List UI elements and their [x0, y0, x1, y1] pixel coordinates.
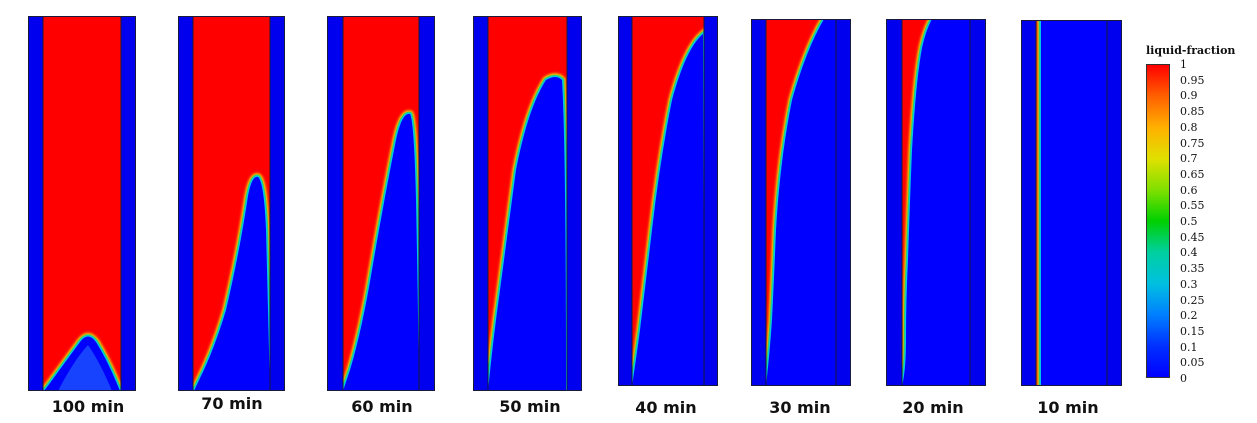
left-wall: [473, 16, 488, 391]
colorbar-tick: 0.4: [1180, 246, 1198, 260]
right-wall: [836, 19, 851, 386]
colorbar-tick: 0.65: [1180, 167, 1205, 181]
panel-label-70: 70 min: [201, 394, 263, 413]
legend-title: liquid-fraction: [1146, 44, 1236, 57]
panel-60-min: [327, 16, 435, 391]
solid-region-soft: [58, 345, 112, 391]
panel-label-50: 50 min: [499, 397, 561, 416]
panel-100-min: [28, 16, 136, 391]
panel-label-40: 40 min: [635, 398, 697, 417]
right-wall: [121, 16, 136, 391]
panel-label-20: 20 min: [902, 398, 964, 417]
right-wall: [704, 16, 718, 386]
right-wall: [1107, 20, 1122, 386]
melting-panels: [28, 16, 1122, 391]
left-wall: [618, 16, 632, 386]
liquid-region: [43, 16, 121, 391]
panel-label-100: 100 min: [51, 397, 125, 416]
solid-region: [343, 113, 419, 391]
solid-region: [1041, 20, 1107, 386]
colorbar-tick: 0: [1180, 372, 1187, 385]
left-wall: [327, 16, 343, 391]
panel-label-60: 60 min: [351, 397, 413, 416]
right-wall: [419, 16, 435, 391]
right-wall: [567, 16, 582, 391]
panel-label-10: 10 min: [1037, 398, 1099, 417]
panel-border: [473, 16, 582, 391]
colorbar-tick: 0.05: [1180, 356, 1205, 370]
solid-region: [766, 19, 836, 386]
colorbar-tick: 1: [1180, 58, 1187, 71]
left-wall: [1021, 20, 1036, 386]
solid-region: [194, 176, 270, 391]
panel-30-min: [751, 19, 851, 386]
colorbar-tick: 0.95: [1180, 73, 1205, 87]
panel-border: [751, 19, 851, 386]
colorbar-tick: 0.45: [1180, 230, 1205, 244]
panel-10-min: [1021, 20, 1122, 386]
solid-region: [488, 77, 566, 391]
colorbar: [1146, 64, 1170, 378]
panel-border: [178, 16, 285, 391]
panel-50-min: [473, 16, 582, 391]
panel-border: [327, 16, 435, 391]
panel-70-min: [178, 16, 285, 391]
colorbar-tick: 0.9: [1180, 89, 1198, 103]
left-wall: [751, 19, 766, 386]
colorbar-tick: 0.2: [1180, 309, 1198, 323]
left-wall: [886, 19, 902, 386]
colorbar-tick: 0.6: [1180, 183, 1198, 197]
colorbar-tick: 0.1: [1180, 340, 1198, 354]
left-wall: [28, 16, 43, 391]
panel-border: [28, 16, 136, 391]
panel-20-min: [886, 19, 986, 386]
solid-region: [632, 34, 704, 386]
right-wall: [270, 16, 285, 391]
colorbar-tick: 0.3: [1180, 277, 1198, 291]
right-wall: [970, 19, 986, 386]
colorbar-tick: 0.15: [1180, 324, 1205, 338]
colorbar-tick: 0.7: [1180, 152, 1198, 166]
panel-label-30: 30 min: [769, 398, 831, 417]
solid-region: [902, 19, 970, 386]
colorbar-tick: 0.5: [1180, 215, 1198, 228]
panel-border: [618, 16, 718, 386]
colorbar-tick: 0.25: [1180, 293, 1205, 307]
colorbar-tick: 0.75: [1180, 136, 1205, 150]
left-wall: [178, 16, 193, 391]
colorbar-tick: 0.8: [1180, 120, 1198, 134]
colorbar-tick: 0.85: [1180, 105, 1205, 119]
panel-border: [886, 19, 986, 386]
panel-border: [1021, 20, 1122, 386]
panel-40-min: [618, 16, 718, 386]
colorbar-tick: 0.35: [1180, 262, 1205, 276]
colorbar-tick: 0.55: [1180, 199, 1205, 213]
